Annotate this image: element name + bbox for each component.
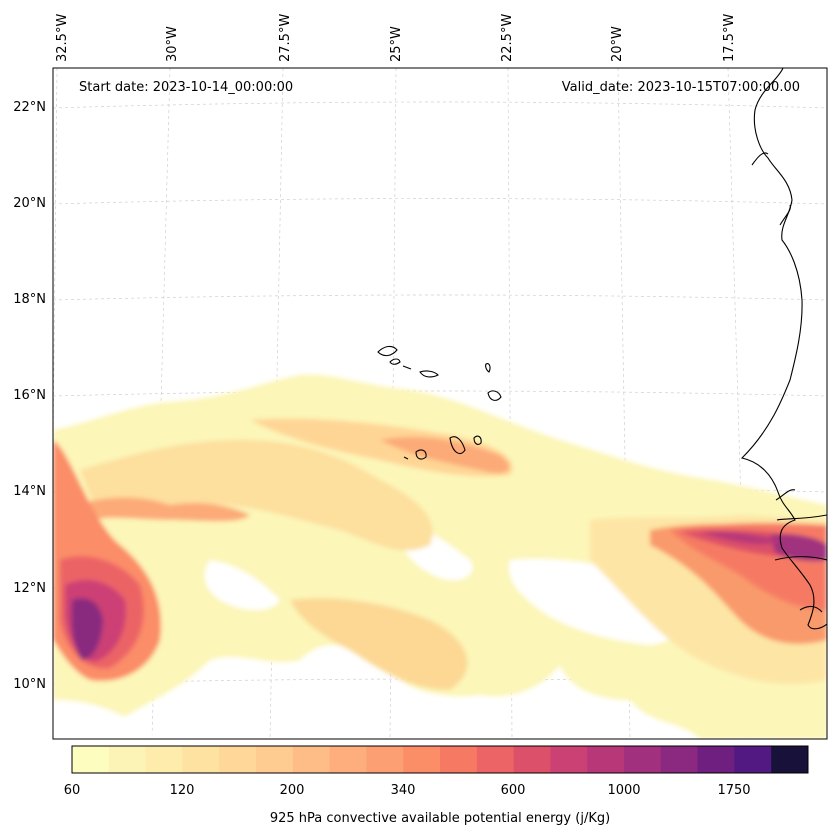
- lat-label: 16°N: [13, 388, 46, 403]
- colorbar-tick-label: 200: [280, 783, 305, 798]
- lon-label: 25°W: [389, 26, 404, 62]
- map-border: [52, 67, 828, 740]
- colorbar-segment: [771, 746, 809, 773]
- colorbar-segment: [366, 746, 404, 773]
- africa-coastline: [740, 68, 827, 630]
- lon-label: 27.5°W: [278, 14, 293, 62]
- colorbar-tick-label: 340: [391, 783, 416, 798]
- colorbar-label: 925 hPa convective available potential e…: [270, 811, 610, 826]
- colorbar-segment: [403, 746, 441, 773]
- lon-label: 20°W: [610, 26, 625, 62]
- lat-label: 18°N: [13, 292, 46, 307]
- colorbar-segment: [550, 746, 588, 773]
- lat-label: 14°N: [13, 484, 46, 499]
- lon-label: 32.5°W: [55, 14, 70, 62]
- colorbar-segment: [697, 746, 735, 773]
- colorbar-segment: [182, 746, 220, 773]
- start-date-label: Start date: 2023-10-14_00:00:00: [79, 80, 293, 95]
- colorbar-border: [71, 745, 809, 774]
- colorbar-ticks: 60 120 200 340 600 1000 1750: [64, 783, 751, 798]
- valid-date-label: Valid_date: 2023-10-15T07:00:00.00: [562, 80, 800, 95]
- colorbar-segment: [476, 746, 515, 773]
- colorbar-segment: [624, 746, 662, 773]
- colorbar-segment: [440, 746, 478, 773]
- colorbar-segment: [734, 746, 772, 773]
- lon-label: 30°W: [165, 26, 180, 62]
- colorbar-tick-label: 600: [501, 783, 526, 798]
- colorbar-segment: [660, 746, 699, 773]
- colorbar-tick-label: 60: [64, 783, 81, 798]
- lon-label: 22.5°W: [500, 14, 515, 62]
- colorbar-tick-label: 120: [170, 783, 195, 798]
- colorbar-segment: [292, 746, 331, 773]
- cape-verde-islands: [377, 345, 502, 460]
- colorbar-segment: [108, 746, 147, 773]
- colorbar-tick-label: 1750: [717, 783, 750, 798]
- colorbar-segment: [587, 746, 625, 773]
- colorbar-segment: [329, 746, 367, 773]
- lat-label: 12°N: [13, 581, 46, 596]
- lon-label: 17.5°W: [722, 14, 737, 62]
- colorbar-tick-label: 1000: [607, 783, 640, 798]
- cape-field: [53, 374, 827, 739]
- colorbar-segment: [513, 746, 551, 773]
- colorbar: [71, 745, 809, 774]
- colorbar-segment: [72, 746, 110, 773]
- latitude-labels: 22°N 20°N 18°N 16°N 14°N 12°N 10°N: [13, 100, 46, 692]
- colorbar-segment: [219, 746, 257, 773]
- lat-label: 22°N: [13, 100, 46, 115]
- lat-label: 20°N: [13, 196, 46, 211]
- colorbar-segment: [256, 746, 294, 773]
- longitude-labels: 32.5°W 30°W 27.5°W 25°W 22.5°W 20°W 17.5…: [55, 14, 737, 62]
- coastlines: [740, 68, 827, 630]
- lat-label: 10°N: [13, 677, 46, 692]
- colorbar-segment: [145, 746, 183, 773]
